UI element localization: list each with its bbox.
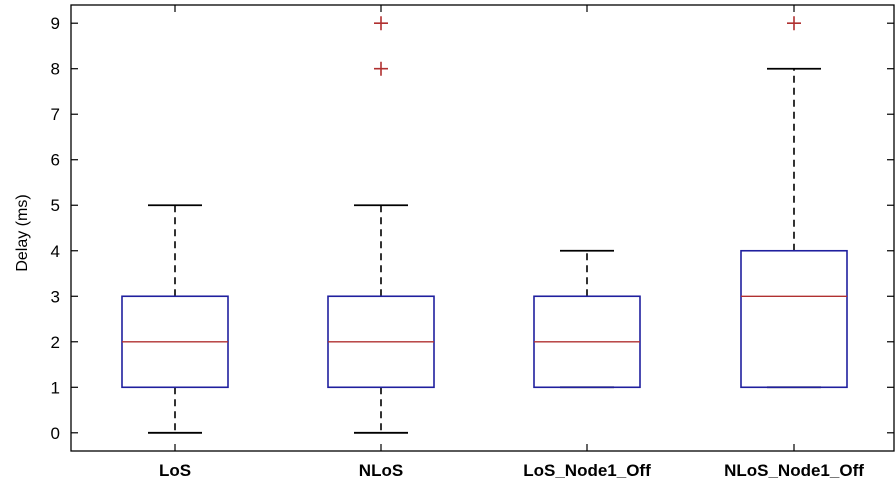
- x-category-label: NLoS: [359, 461, 403, 478]
- y-tick-label: 0: [51, 424, 60, 443]
- y-tick-label: 7: [51, 105, 60, 124]
- y-tick-label: 2: [51, 333, 60, 352]
- y-tick-label: 9: [51, 14, 60, 33]
- y-axis-title: Delay (ms): [14, 194, 31, 271]
- x-category-label: NLoS_Node1_Off: [724, 461, 864, 478]
- outlier-marker: [374, 61, 388, 76]
- y-tick-label: 6: [51, 151, 60, 170]
- outlier-marker: [374, 16, 388, 31]
- y-tick-label: 5: [51, 196, 60, 215]
- y-tick-label: 1: [51, 378, 60, 397]
- x-category-label: LoS_Node1_Off: [523, 461, 651, 478]
- plot-frame: [70, 4, 895, 452]
- y-tick-label: 4: [51, 242, 60, 261]
- x-category-label: LoS: [159, 461, 191, 478]
- plot-area: 0 1 2 3 4 5 6 7 8 9 LoS NLoS LoS_Node1_Off NLoS_Node1…: [51, 4, 895, 478]
- iqr-box: [740, 249, 848, 389]
- y-tick-label: 3: [51, 287, 60, 306]
- y-tick-label: 8: [51, 60, 60, 79]
- outlier-marker: [787, 16, 801, 31]
